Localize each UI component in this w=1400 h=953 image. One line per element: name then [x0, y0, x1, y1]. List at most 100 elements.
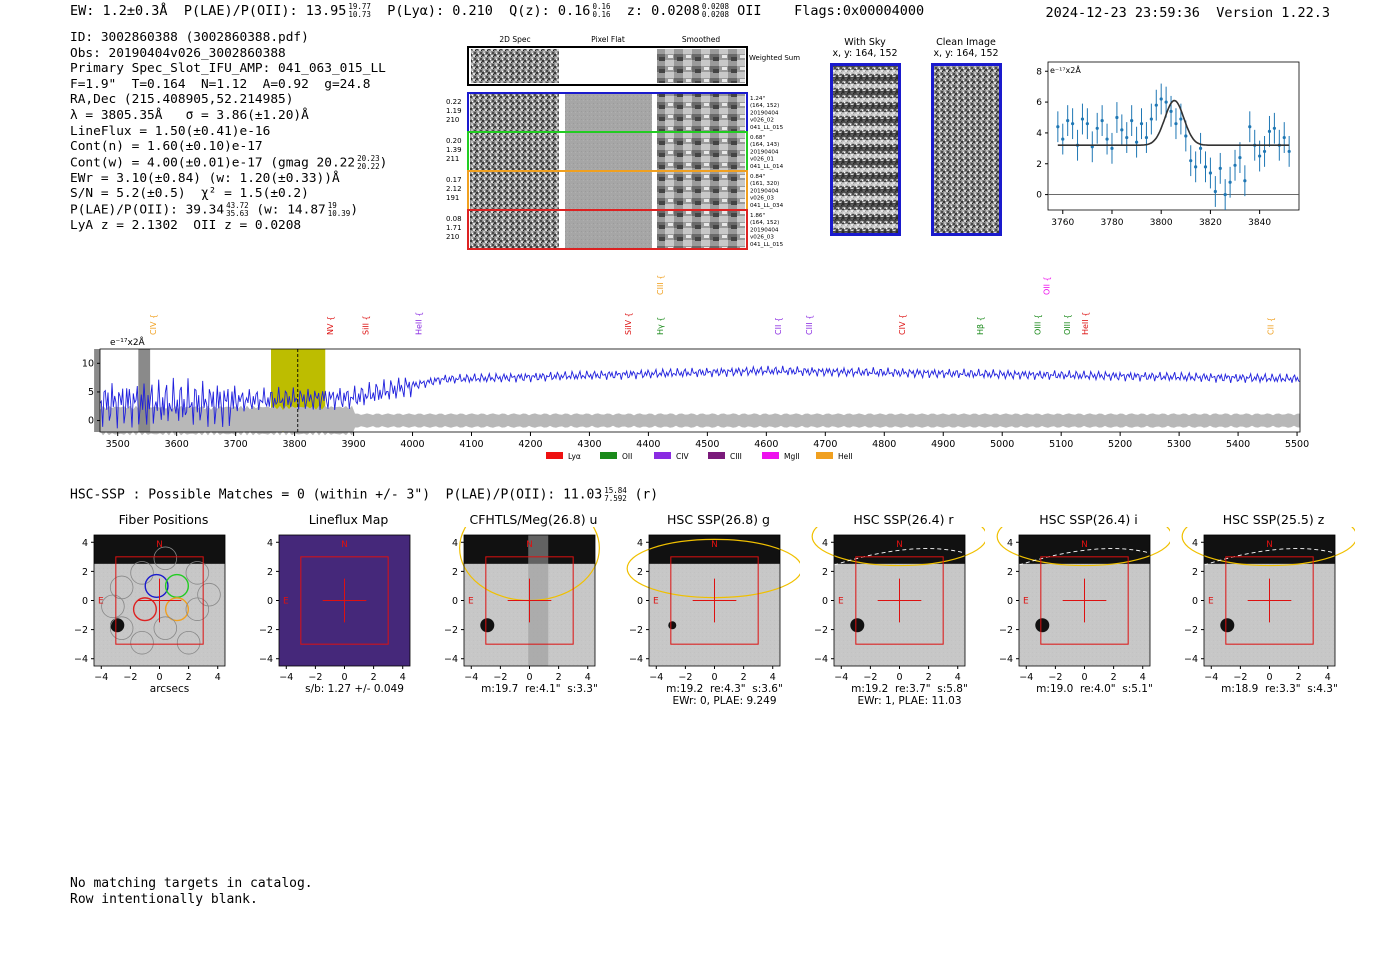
data-point	[1095, 126, 1099, 130]
x-tick-label: 4200	[518, 439, 542, 450]
weighted-sum-frame	[467, 46, 748, 86]
x-tick-label: 0	[526, 672, 532, 683]
cutout-panel: CFHTLS/Meg(26.8) u N E 4 2 0 −2 −4 −4 −2 0 2 4 m:19.7…	[440, 495, 615, 709]
emission-line-label: HeII {	[414, 312, 423, 335]
row-stats: 0.17 2.12 191	[446, 176, 462, 202]
data-point	[1248, 125, 1252, 129]
cutout-caption: m:18.9 re:3.3" s:4.3"	[1221, 683, 1338, 695]
data-point	[1179, 117, 1183, 121]
row-stats: 0.08 1.71 210	[446, 215, 462, 241]
y-tick-label: 4	[452, 538, 458, 549]
x-tick-label: 4	[770, 672, 776, 683]
x-tick-label: −2	[1233, 672, 1247, 683]
fiber-circle	[109, 616, 134, 640]
emission-line-label: Hγ {	[656, 317, 665, 335]
x-tick-label: −4	[464, 672, 478, 683]
col-2d-label: 2D Spec	[499, 35, 530, 44]
col-smooth-label: Smoothed	[682, 35, 721, 44]
z-range: 0.0208 0.0208	[701, 2, 730, 19]
north-label: N	[526, 540, 533, 550]
neighbor-source	[110, 618, 125, 633]
y-tick-label: −4	[629, 654, 643, 665]
data-point	[1189, 159, 1193, 163]
data-point	[1159, 97, 1163, 101]
neighbor-source	[850, 618, 865, 633]
x-tick-label: −4	[649, 672, 663, 683]
row-meta: 1.24" (164, 152) 20190404 v026_02 041_LL_015	[750, 96, 784, 131]
data-point	[1149, 117, 1153, 121]
y-tick-label: −4	[999, 654, 1013, 665]
clean-image	[931, 63, 1002, 236]
y-tick-label: 0	[82, 596, 88, 607]
legend-swatch	[762, 452, 779, 459]
y-tick-label: 4	[267, 538, 273, 549]
y-tick-label: 4	[1192, 538, 1198, 549]
data-point	[1169, 109, 1173, 113]
data-point	[1282, 135, 1286, 140]
data-point	[1056, 125, 1060, 129]
x-tick-label: 5200	[1108, 439, 1132, 450]
x-tick-label: 3840	[1248, 218, 1271, 228]
masked-region	[94, 349, 100, 432]
x-tick-label: 4400	[636, 439, 660, 450]
east-label: E	[1208, 597, 1214, 607]
data-point	[1110, 146, 1114, 150]
plae-value: P(LAE)/P(OII): 13.95	[183, 3, 347, 19]
data-point	[1105, 137, 1109, 141]
y-tick-label: 4	[822, 538, 828, 549]
x-tick-label: −4	[1019, 672, 1033, 683]
y-tick-label: 6	[1036, 98, 1042, 108]
footer-line-2: Row intentionally blank.	[70, 891, 258, 907]
info-lineflux: LineFlux = 1.50(±0.41)e-16	[70, 123, 271, 139]
y-tick-label: −2	[814, 625, 828, 636]
footer-line-1: No matching targets in catalog.	[70, 876, 313, 891]
y-tick-label: 0	[1192, 596, 1198, 607]
search-box	[115, 556, 204, 645]
spectrum-line	[99, 364, 1301, 429]
clean-title: Clean Image x, y: 164, 152	[933, 37, 999, 59]
search-box	[855, 556, 944, 645]
neighbor-source	[1220, 618, 1235, 633]
legend-label: HeII	[838, 452, 853, 461]
x-tick-label: 4300	[577, 439, 601, 450]
cutout-title: CFHTLS/Meg(26.8) u	[469, 512, 598, 527]
spec2d-cell	[470, 211, 559, 248]
y-tick-label: −4	[1184, 654, 1198, 665]
emission-line-label: NV {	[326, 316, 335, 335]
catalog-footer: No matching targets in catalog. Row inten…	[70, 876, 313, 907]
y-tick-label: −4	[814, 654, 828, 665]
error-band	[100, 405, 1300, 436]
cutout-panel: HSC SSP(26.4) i N E 4 2 0 −2 −4 −4 −2 0 2 4 m:19.0 re…	[995, 506, 1173, 709]
x-tick-label: −4	[94, 672, 108, 683]
info-lambda: λ = 3805.35Å σ = 3.86(±1.20)Å	[70, 107, 309, 123]
x-tick-label: 2	[186, 672, 192, 683]
spec2d-cell	[470, 94, 559, 131]
x-tick-label: 2	[371, 672, 377, 683]
data-point	[1144, 135, 1149, 140]
y-tick-label: 2	[1036, 160, 1042, 170]
x-tick-label: 4900	[931, 439, 955, 450]
x-tick-label: 0	[156, 672, 162, 683]
x-tick-label: 5100	[1049, 439, 1073, 450]
info-contn: Cont(n) = 1.60(±0.10)e-17	[70, 139, 263, 155]
legend-swatch	[654, 452, 671, 459]
emission-line-label: SiIV {	[624, 312, 633, 335]
y-tick-label: 2	[267, 567, 273, 578]
x-tick-label: 0	[896, 672, 902, 683]
y-tick-label: 2	[82, 567, 88, 578]
cutout-image: N E 4 2 0 −2 −4 −4 −2 0 2 4	[811, 506, 988, 683]
cutout-image: N E 4 2 0 −2 −4 −4 −2 0 2 4	[1181, 506, 1358, 683]
y-tick-label: −2	[259, 625, 273, 636]
info-sn: S/N = 5.2(±0.5) χ² = 1.5(±0.2)	[70, 186, 309, 202]
date-value: 2024-12-23 23:59:36	[1045, 5, 1200, 21]
fiber-circle	[132, 597, 157, 622]
y-tick-label: −4	[444, 654, 458, 665]
x-tick-label: 5300	[1167, 439, 1191, 450]
y-tick-label: −2	[999, 625, 1013, 636]
search-box	[670, 556, 759, 645]
spec2d-cell	[470, 133, 559, 170]
x-tick-label: −4	[1204, 672, 1218, 683]
cutout-panel: HSC SSP(25.5) z N E 4 2 0 −2 −4 −4 −2 0 2 4 m:18.9 re…	[1180, 506, 1358, 709]
data-point	[1115, 115, 1119, 120]
data-point	[1267, 129, 1272, 133]
